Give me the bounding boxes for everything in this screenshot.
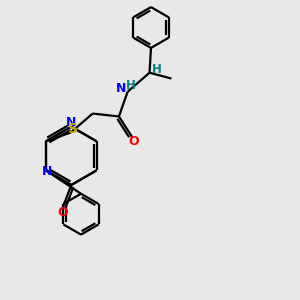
Text: N: N	[116, 82, 126, 95]
Text: O: O	[128, 135, 139, 148]
Text: S: S	[68, 122, 78, 136]
Text: H: H	[152, 63, 162, 76]
Text: N: N	[66, 116, 76, 129]
Text: N: N	[42, 165, 52, 178]
Text: H: H	[126, 79, 136, 92]
Text: O: O	[57, 206, 68, 219]
